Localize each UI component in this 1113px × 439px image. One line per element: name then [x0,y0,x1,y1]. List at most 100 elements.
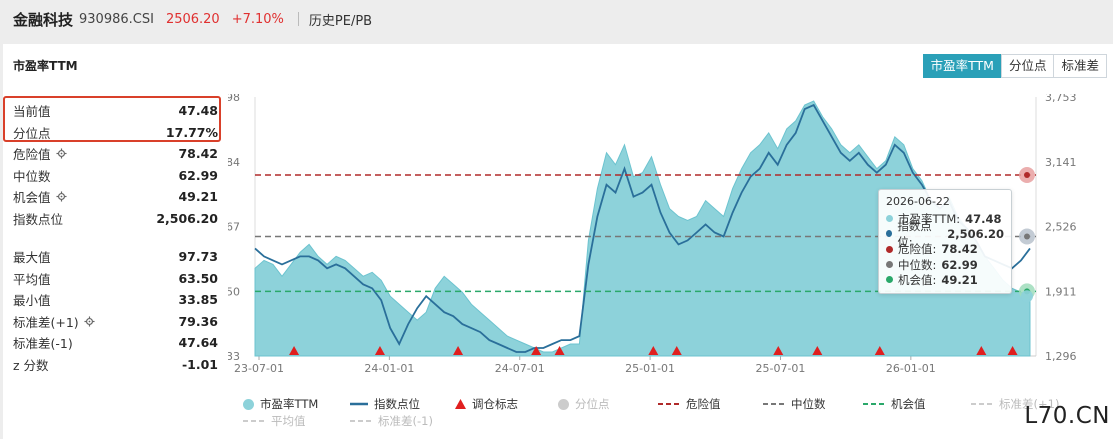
signal-triangle [1007,346,1018,355]
watermark: L70.CN [1024,403,1110,429]
tooltip-value: 62.99 [941,257,978,272]
y-tick-left: 67 [228,221,240,234]
legend-label: 中位数 [791,397,826,411]
stat-row-opportunity: 机会值 49.21 [13,186,218,208]
legend-label: 机会值 [891,397,926,411]
legend-opportunity[interactable]: 机会值 [863,396,926,412]
top-bar: 金融科技 930986.CSI 2506.20 +7.10% 历史PE/PB [0,0,1113,38]
stat-value: 79.36 [178,313,218,329]
tooltip-row-pe: 市盈率TTM: 47.48 [886,211,1004,226]
legend-avg[interactable]: 平均值 [243,413,306,429]
history-pe-pb-link[interactable]: 历史PE/PB [308,13,373,29]
stat-label: 机会值 [13,190,51,206]
legend-percentile[interactable]: 分位点 [558,396,610,412]
stat-row-std-minus: 标准差(-1) 47.64 [13,332,218,354]
legend-median[interactable]: 中位数 [763,396,826,412]
tab-percentile[interactable]: 分位点 [1000,54,1055,78]
legend-index[interactable]: 指数点位 [350,396,420,412]
stat-row-std-plus: 标准差(+1) 79.36 [13,311,218,333]
tooltip-row-index: 指数点位: 2,506.20 [886,219,1004,249]
x-tick-label: 23-07-01 [234,362,284,374]
stat-row-min: 最小值 33.85 [13,289,218,311]
index-code: 930986.CSI [79,11,154,27]
signal-triangle [648,346,659,355]
stat-value: 49.21 [178,189,218,205]
legend-label: 市盈率TTM [260,397,319,411]
legend-label: 危险值 [686,397,721,411]
stat-row-index: 指数点位 2,506.20 [13,208,218,230]
stat-value: 33.85 [178,292,218,308]
x-tick-label: 26-01-01 [886,362,936,374]
stat-label: 最大值 [13,250,51,266]
gear-icon[interactable] [84,316,95,327]
tooltip-label: 指数点位: [897,218,932,249]
signal-triangle [976,346,987,355]
tooltip-row-danger: 危险值: 78.42 [886,242,1004,257]
legend-std-minus[interactable]: 标准差(-1) [350,413,433,429]
index-name: 金融科技 [13,10,74,29]
x-tick-label: 25-07-01 [756,362,806,374]
legend-std-plus[interactable]: 标准差(+1) [971,396,1059,412]
tooltip-label: 中位数: [898,257,937,272]
stat-value: 97.73 [178,249,218,265]
highlight-box [3,96,221,142]
legend-label: 指数点位 [374,397,420,411]
y-tick-right: 1,911 [1045,285,1077,298]
legend-label: 平均值 [271,414,306,428]
signal-triangle [671,346,682,355]
signal-triangle [554,346,565,355]
stat-value: 47.64 [178,335,218,351]
stat-label: 标准差(+1) [13,314,79,330]
x-tick-label: 24-01-01 [364,362,414,374]
tab-pe-ttm[interactable]: 市盈率TTM [922,54,1002,78]
index-change: +7.10% [231,11,284,27]
signal-triangle [531,346,542,355]
current-marker [1021,290,1033,303]
pe-area [254,100,1031,357]
tooltip-date: 2026-06-22 [886,195,950,208]
y-tick-left: 33 [228,350,240,363]
stat-row-z: z 分数 -1.01 [13,354,218,376]
card-title: 市盈率TTM [13,59,78,73]
tooltip-label: 市盈率TTM: [898,211,961,226]
legend-label: 标准差(-1) [378,414,433,428]
tooltip-value: 47.48 [965,211,1002,226]
signal-triangle [374,346,385,355]
legend-label: 调仓标志 [472,397,518,411]
tooltip-row-opportunity: 机会值: 49.21 [886,272,1004,287]
valuation-card: 市盈率TTM 市盈率TTM 分位点 标准差 当前值 47.48 分位点 17.77%… [3,44,1113,439]
stat-row-current: 当前值 47.48 [13,100,218,122]
tab-std-dev[interactable]: 标准差 [1053,54,1107,78]
legend-pe[interactable]: 市盈率TTM [243,396,318,412]
stat-row-max: 最大值 97.73 [13,246,218,268]
stat-value: 17.77% [165,124,218,140]
tooltip-value: 78.42 [941,242,978,257]
danger-marker-dot [1024,172,1030,179]
stat-label: 当前值 [13,104,51,120]
legend-danger[interactable]: 危险值 [658,396,721,412]
stat-label: 最小值 [13,293,51,309]
x-tick-label: 25-01-01 [625,362,675,374]
gear-icon[interactable] [55,191,67,202]
divider [297,12,299,26]
stat-row-percentile: 分位点 17.77% [13,122,218,144]
y-tick-left: 50 [228,285,240,298]
tooltip-label: 危险值: [898,242,937,257]
stat-value: -1.01 [181,356,218,372]
signal-triangle [874,346,885,355]
y-tick-left: 84 [228,156,240,169]
stat-value: 78.42 [178,146,218,162]
gear-icon[interactable] [55,148,67,159]
stat-label: z 分数 [13,357,49,373]
signal-triangle [289,346,300,355]
stat-label: 平均值 [13,271,51,287]
tooltip-value: 49.21 [941,272,978,287]
stat-row-danger: 危险值 78.42 [13,143,218,165]
stat-row-avg: 平均值 63.50 [13,268,218,290]
legend-signal[interactable]: 调仓标志 [455,396,518,412]
stat-value: 2,506.20 [156,210,218,226]
pe-chart[interactable]: 98 84 67 50 33 3,753 3,141 2,526 1,911 1,296 23-07… [228,94,1078,374]
x-tick-label: 24-07-01 [495,362,545,374]
legend-label: 标准差(+1) [999,397,1060,411]
y-tick-left: 98 [228,94,240,104]
